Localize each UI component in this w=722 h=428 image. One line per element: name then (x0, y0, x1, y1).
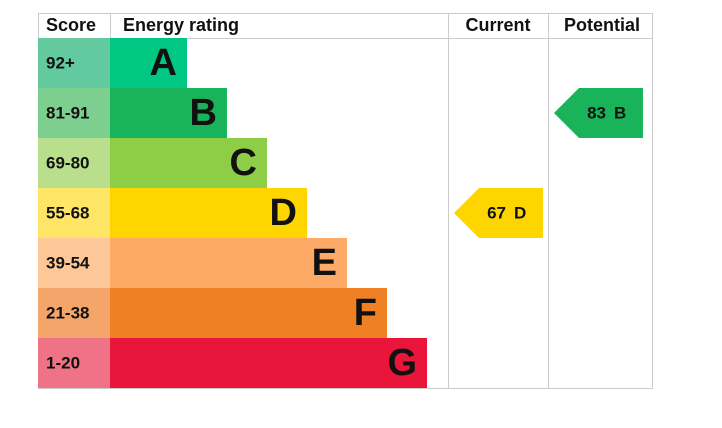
rating-letter: C (230, 142, 257, 184)
score-label: 39-54 (46, 253, 90, 272)
rating-bar (110, 38, 187, 88)
potential-arrow (554, 88, 643, 138)
rating-letter: B (190, 92, 217, 134)
score-cell (38, 88, 110, 138)
score-label: 92+ (46, 53, 75, 72)
rating-bar (110, 238, 347, 288)
score-cell (38, 38, 110, 88)
rating-bar (110, 288, 387, 338)
rating-bar (110, 138, 267, 188)
rating-letter: E (312, 242, 337, 284)
header-current: Current (465, 15, 530, 35)
potential-score: 83 (587, 103, 606, 122)
current-rating: D (514, 203, 526, 222)
score-cell (38, 138, 110, 188)
rating-bar (110, 338, 427, 388)
score-cell (38, 238, 110, 288)
header-score: Score (46, 15, 96, 35)
score-cell (38, 288, 110, 338)
rating-bar (110, 88, 227, 138)
rating-letter: A (150, 42, 177, 84)
score-cell (38, 338, 110, 388)
score-label: 21-38 (46, 303, 89, 322)
rating-letter: D (270, 192, 297, 234)
header-potential: Potential (564, 15, 640, 35)
score-label: 1-20 (46, 353, 80, 372)
rating-letter: F (354, 292, 377, 334)
score-label: 81-91 (46, 103, 89, 122)
potential-rating: B (614, 103, 626, 122)
current-arrow (454, 188, 543, 238)
score-cell (38, 188, 110, 238)
current-score: 67 (487, 203, 506, 222)
rating-letter: G (387, 342, 417, 384)
header-rating: Energy rating (123, 15, 239, 35)
score-label: 69-80 (46, 153, 89, 172)
score-label: 55-68 (46, 203, 89, 222)
rating-bar (110, 188, 307, 238)
